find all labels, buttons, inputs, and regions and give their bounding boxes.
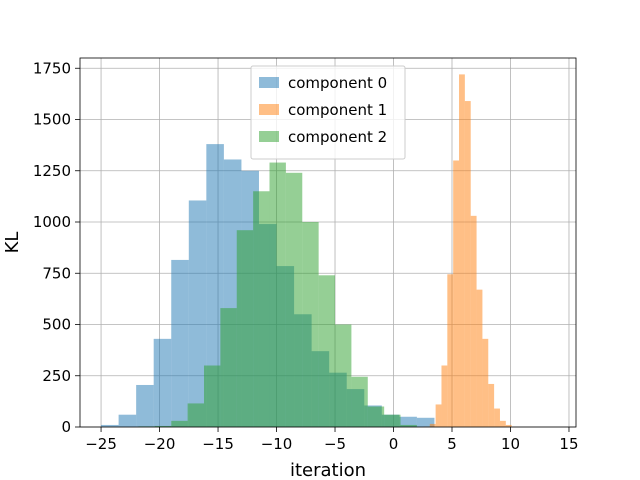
histogram-bar [154, 425, 172, 427]
x-tick-label: −5 [324, 435, 346, 453]
x-tick-label: −20 [144, 435, 176, 453]
y-tick-label: 1000 [33, 213, 71, 231]
histogram-bar [188, 200, 207, 427]
y-tick-label: 250 [42, 367, 71, 385]
y-tick-label: 750 [42, 264, 71, 282]
histogram-bar [470, 215, 477, 427]
y-tick-label: 500 [42, 316, 71, 334]
histogram-bars [101, 74, 512, 428]
histogram-bar [206, 144, 224, 427]
histogram-bar [488, 383, 495, 427]
histogram-bar [118, 414, 137, 427]
histogram-bar [453, 160, 460, 427]
histogram-bar [476, 289, 483, 427]
x-tick-label: 0 [389, 435, 399, 453]
histogram-bar [171, 259, 189, 427]
y-tick-label: 1500 [33, 111, 71, 129]
y-axis-label: KL [2, 232, 23, 254]
histogram-bar [499, 420, 506, 427]
histogram-bar [187, 403, 204, 427]
x-tick-label: −25 [85, 435, 117, 453]
histogram-bar [204, 365, 221, 427]
histogram-bar [236, 230, 254, 427]
histogram-bar [285, 172, 303, 427]
histogram-bar [416, 417, 435, 427]
x-tick-label: −10 [261, 435, 293, 453]
y-tick-label: 0 [61, 418, 71, 436]
histogram-bar [494, 408, 500, 427]
legend-label: component 0 [288, 74, 387, 92]
legend-swatch [259, 131, 279, 142]
y-tick-label: 1250 [33, 162, 71, 180]
histogram-bar [482, 338, 489, 427]
histogram-bar [447, 274, 454, 427]
histogram-bar [318, 275, 336, 427]
histogram-bar [101, 424, 119, 427]
legend-swatch [259, 104, 279, 115]
legend-swatch [259, 77, 279, 88]
histogram-bar [384, 414, 401, 427]
x-tick-label: 15 [559, 435, 578, 453]
series-1-bars [423, 74, 512, 428]
histogram-bar [505, 424, 512, 427]
histogram-bar [367, 406, 385, 427]
x-tick-label: −15 [202, 435, 234, 453]
y-tick-label: 1750 [33, 59, 71, 77]
histogram-bar [400, 424, 417, 427]
legend-label: component 2 [288, 128, 387, 146]
histogram-bar [441, 365, 448, 427]
histogram-bar [399, 416, 417, 427]
x-tick-label: 10 [501, 435, 520, 453]
histogram-bar [269, 162, 286, 428]
histogram-bar [429, 423, 436, 427]
y-axis-ticks: 0 250 500 750 1000 1250 1500 1750 [33, 59, 80, 436]
histogram-bar [220, 308, 237, 427]
histogram-bar [153, 338, 172, 427]
histogram-bar [302, 222, 319, 427]
legend-label: component 1 [288, 101, 387, 119]
legend-box [250, 65, 406, 160]
legend: component 0 component 1 component 2 [250, 65, 406, 160]
histogram-bar [335, 324, 352, 427]
x-axis-ticks: −25 −20 −15 −10 −5 0 5 10 15 [85, 427, 579, 453]
series-2-bars [138, 162, 417, 428]
histogram-bar [464, 101, 471, 428]
histogram-bar [351, 376, 368, 427]
histogram-bar [435, 404, 442, 427]
histogram-bar [459, 74, 465, 428]
x-axis-label: iteration [290, 460, 366, 480]
histogram-bar [171, 420, 188, 427]
histogram-bar [253, 191, 270, 427]
plot-frame [79, 57, 577, 428]
histogram-bar [136, 384, 154, 427]
x-tick-label: 5 [447, 435, 457, 453]
